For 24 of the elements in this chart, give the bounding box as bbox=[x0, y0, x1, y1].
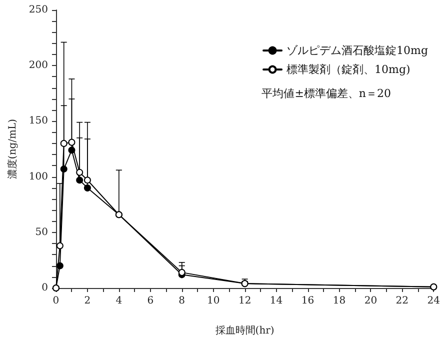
x-tick-label: 10 bbox=[206, 296, 220, 306]
legend-label: 標準製剤（錠剤、10mg) bbox=[286, 63, 410, 76]
x-tick-label: 22 bbox=[396, 296, 409, 306]
x-tick-label: 20 bbox=[364, 296, 378, 306]
x-tick-label: 0 bbox=[52, 296, 60, 306]
annotation: 平均値±標準偏差、n＝20 bbox=[262, 87, 392, 100]
y-tick-label: 250 bbox=[28, 4, 48, 16]
x-tick-label: 14 bbox=[270, 296, 283, 306]
y-tick-label: 150 bbox=[28, 116, 48, 127]
x-tick-label: 18 bbox=[332, 296, 346, 306]
y-tick-label: 50 bbox=[35, 226, 48, 238]
x-tick-label: 6 bbox=[147, 296, 154, 306]
y-tick-label: 100 bbox=[28, 171, 48, 182]
y-tick-label: 200 bbox=[28, 60, 48, 72]
y-axis-title: 濃度(ng/mL) bbox=[6, 118, 18, 180]
x-tick-label: 2 bbox=[84, 296, 91, 306]
x-tick-label: 24 bbox=[427, 296, 440, 306]
x-tick-label: 12 bbox=[238, 296, 252, 306]
y-tick-label: 0 bbox=[42, 282, 48, 294]
x-axis-title: 採血時間(hr) bbox=[215, 324, 274, 336]
x-tick-label: 8 bbox=[178, 296, 186, 306]
x-tick-label: 16 bbox=[301, 296, 314, 306]
legend-label: ゾルピデム酒石酸塩錠10mg bbox=[286, 44, 428, 57]
x-tick-label: 4 bbox=[116, 296, 122, 306]
